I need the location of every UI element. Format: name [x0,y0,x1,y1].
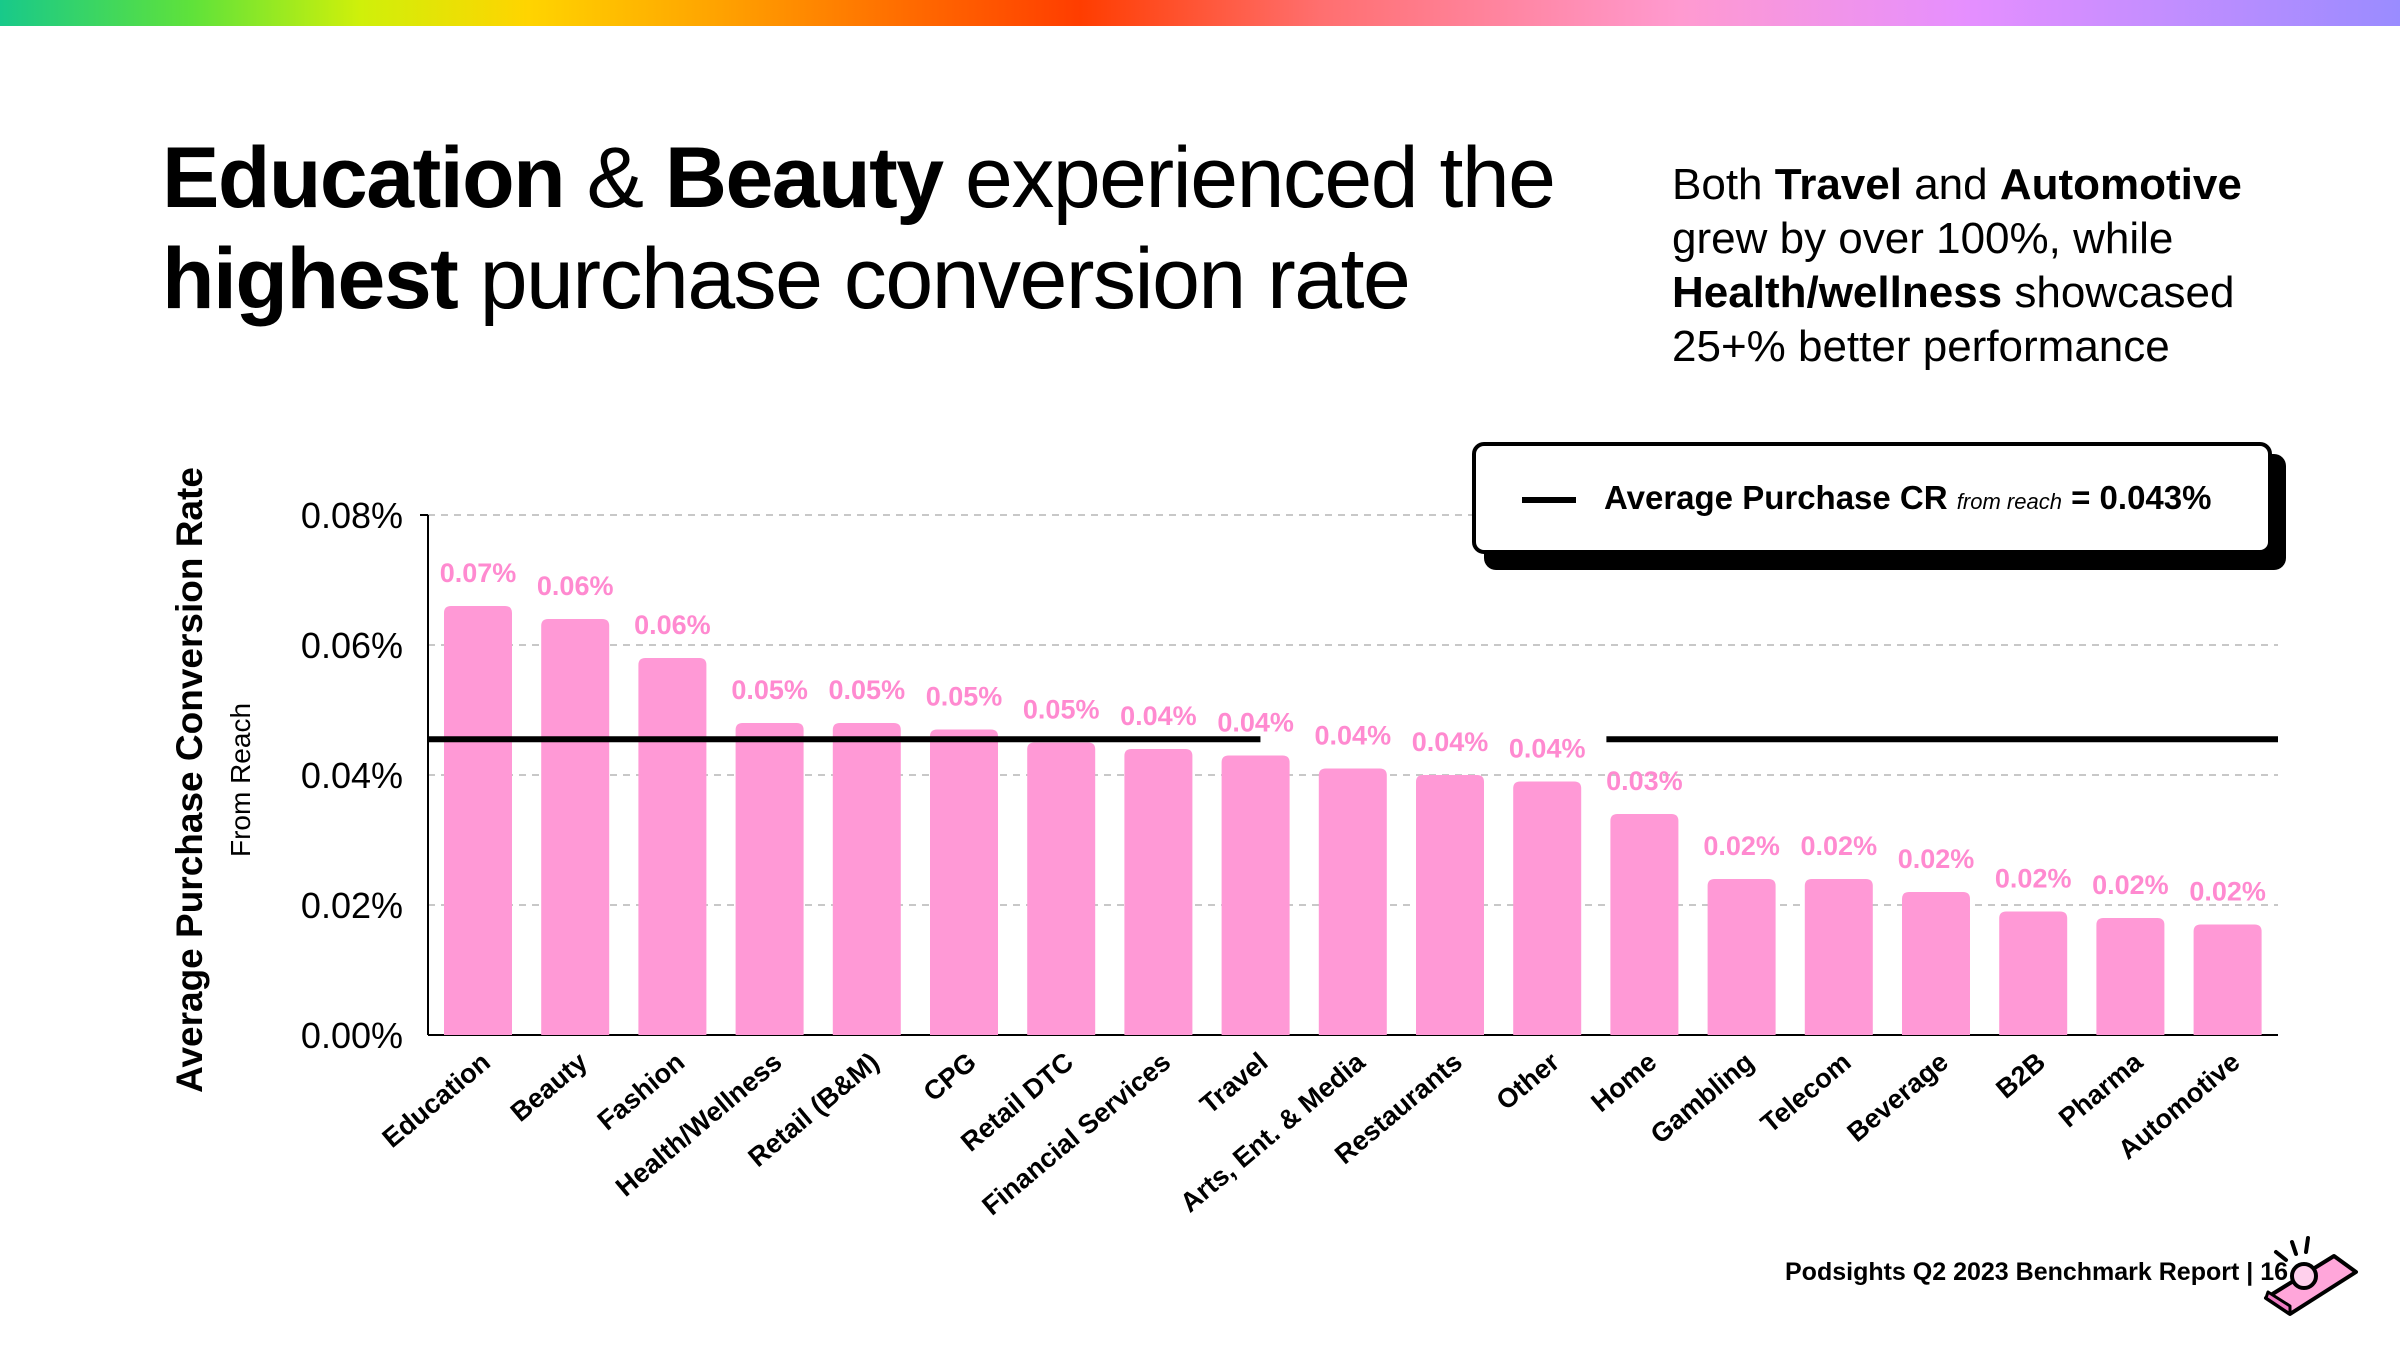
bar-15 [1902,892,1970,1035]
y-tick-label: 0.04% [301,755,403,796]
data-label: 0.05% [926,682,1003,712]
category-label: Fashion [592,1047,691,1137]
data-label: 0.06% [634,610,711,640]
bar-18 [2193,924,2262,1035]
data-label: 0.02% [1703,831,1780,861]
bar-9 [1318,768,1387,1035]
data-label: 0.07% [440,558,517,588]
bar-1 [541,619,610,1035]
data-label: 0.02% [2092,870,2169,900]
page-title: Education & Beauty experienced the highes… [162,130,1556,327]
bar-14 [1804,879,1873,1035]
data-label: 0.06% [537,571,614,601]
average-line-swatch [1522,497,1576,503]
bar-4 [832,723,901,1035]
category-label: Pharma [2053,1046,2149,1133]
bar-2 [638,658,707,1035]
y-tick-label: 0.08% [301,495,403,536]
legend-box: Average Purchase CR from reach = 0.043% [1472,442,2272,554]
data-label: 0.04% [1412,727,1489,757]
bar-10 [1416,775,1484,1035]
y-tick-label: 0.00% [301,1015,403,1056]
category-label: Home [1586,1047,1663,1118]
bar-17 [2096,918,2165,1035]
bar-12 [1610,814,1679,1035]
data-label: 0.02% [1995,864,2072,894]
category-label: Beverage [1841,1047,1953,1148]
bar-5 [930,729,998,1035]
data-label: 0.04% [1315,721,1392,751]
category-label: Education [377,1047,496,1154]
bar-6 [1027,742,1096,1035]
category-label: CPG [918,1047,982,1108]
data-label: 0.04% [1120,701,1197,731]
rainbow-top-bar [0,0,2400,26]
y-tick-label: 0.06% [301,625,403,666]
bar-8 [1221,755,1290,1035]
data-label: 0.04% [1217,708,1294,738]
category-label: Beauty [505,1047,593,1128]
category-label: Health/Wellness [610,1047,788,1203]
category-label: Gambling [1645,1047,1760,1150]
subtitle: Both Travel and Automotive grew by over … [1672,160,2242,371]
y-axis-subtitle: From Reach [225,703,256,857]
bar-16 [1999,911,2068,1035]
y-tick-label: 0.02% [301,885,403,926]
data-label: 0.04% [1509,734,1586,764]
y-axis-title: Average Purchase Conversion Rate [169,467,210,1093]
category-label: Arts, Ent. & Media [1174,1046,1371,1218]
legend-label: Average Purchase CR from reach = 0.043% [1604,479,2212,516]
footer-report-label: Podsights Q2 2023 Benchmark Report | 16 [1785,1258,2289,1286]
category-label: Travel [1194,1047,1273,1120]
data-label: 0.02% [2189,877,2266,907]
category-label: Other [1491,1046,1566,1116]
data-label: 0.05% [829,675,906,705]
category-label: Financial Services [976,1047,1176,1221]
data-label: 0.03% [1606,766,1683,796]
bar-11 [1513,781,1582,1035]
mascot-icon [2264,1236,2358,1316]
data-label: 0.05% [1023,695,1100,725]
bar-7 [1124,749,1193,1035]
bar-0 [444,606,512,1035]
category-label: B2B [1990,1047,2051,1105]
bar-3 [735,723,804,1035]
bar-13 [1707,879,1776,1035]
data-label: 0.02% [1801,831,1878,861]
data-label: 0.02% [1898,844,1975,874]
data-label: 0.05% [731,675,808,705]
